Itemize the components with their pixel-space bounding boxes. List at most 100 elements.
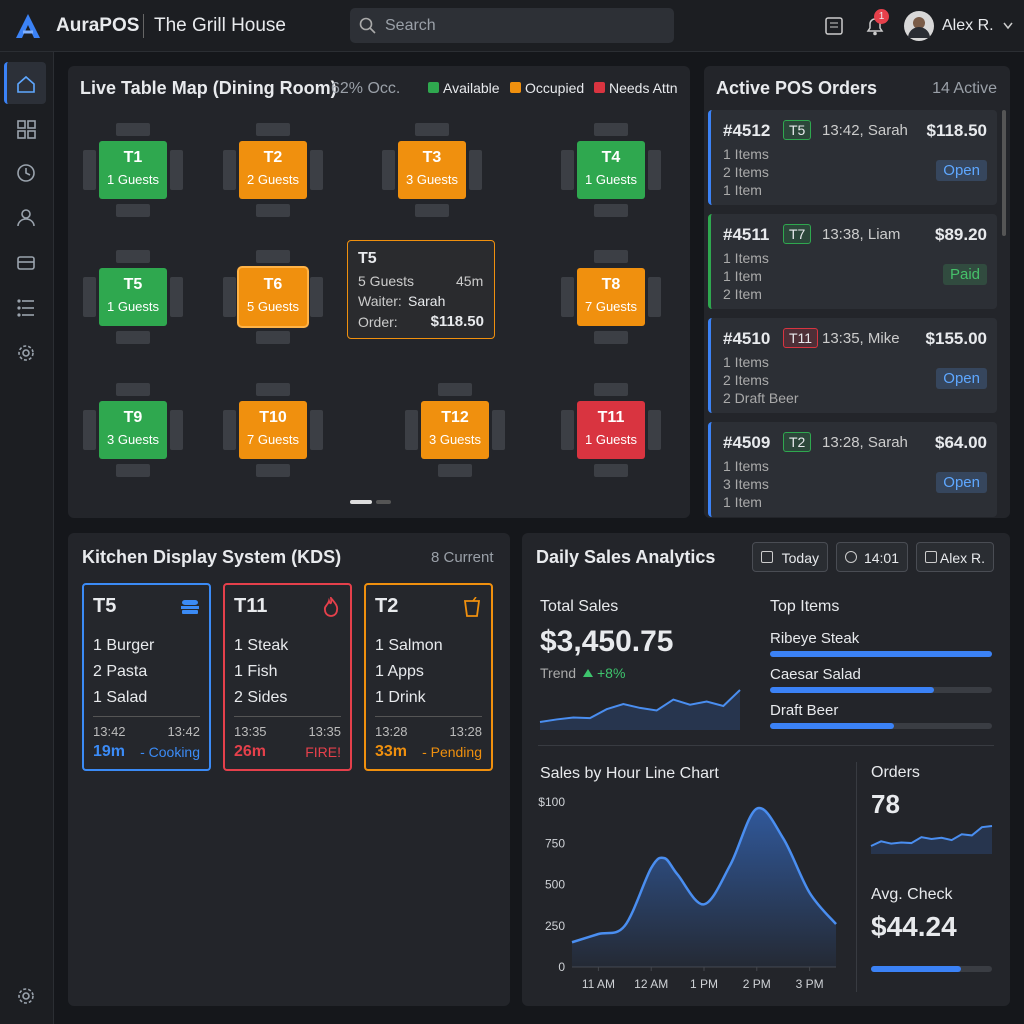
page-dot[interactable]	[376, 500, 391, 504]
avatar[interactable]	[904, 11, 934, 41]
order-total: $118.50	[926, 121, 987, 140]
ticket-divider	[375, 716, 482, 717]
filter-button[interactable]: Today	[752, 542, 828, 572]
kds-ticket[interactable]: T5 1 Burger 2 Pasta 1 Salad 13:42 13:42 19m - C…	[82, 583, 211, 771]
filter-icon	[845, 551, 857, 563]
y-tick-label: 250	[545, 919, 565, 933]
table[interactable]: T9 3 Guests	[99, 401, 167, 459]
kds-ticket[interactable]: T11 1 Steak 1 Fish 2 Sides 13:35 13:35 26m FIRE…	[223, 583, 352, 771]
order-card[interactable]: #4509 T2 13:28, Sarah $64.00 1 Items 3 Items 1…	[708, 422, 997, 517]
order-id: #4510	[723, 329, 771, 348]
order-card[interactable]: #4511 T7 13:38, Liam $89.20 1 Items 1 Item 2 I…	[708, 214, 997, 309]
panel-title: Kitchen Display System (KDS)	[82, 547, 342, 567]
table[interactable]: T11 1 Guests	[577, 401, 645, 459]
ticket-state: - Cooking	[140, 744, 200, 760]
ticket-end: 13:42	[167, 724, 200, 739]
order-time: 13:38, Liam	[822, 226, 901, 243]
table-guests: 7 Guests	[246, 432, 300, 447]
order-line: 2 Draft Beer	[723, 390, 799, 406]
table[interactable]: T12 3 Guests	[421, 401, 489, 459]
table-guests: 1 Guests	[106, 299, 160, 314]
tooltip: T5 5 Guests 45m Waiter: Sarah Order: $118.50	[347, 240, 495, 339]
top-item-name: Caesar Salad	[770, 666, 861, 683]
order-time: 13:28, Sarah	[822, 434, 908, 451]
order-line: 1 Items	[723, 354, 769, 370]
filter-label: Today	[781, 550, 819, 566]
order-line: 2 Items	[723, 164, 769, 180]
chart-title: Sales by Hour Line Chart	[540, 765, 719, 782]
x-tick-label: 12 AM	[634, 977, 668, 991]
filter-button[interactable]: Alex R.	[916, 542, 994, 572]
top-items-label: Top Items	[770, 598, 840, 615]
ticket-elapsed: 19m	[93, 743, 126, 760]
order-total: $64.00	[935, 433, 987, 452]
table-name: T10	[259, 409, 287, 426]
total-value: $3,450.75	[540, 625, 674, 658]
legend-swatch	[594, 82, 605, 93]
search-box[interactable]	[350, 8, 674, 43]
filter-icon	[925, 551, 937, 563]
filter-icon	[761, 551, 773, 563]
ticket-icon	[181, 600, 199, 614]
table-badge: T5	[783, 120, 812, 140]
order-total: $89.20	[935, 225, 987, 244]
trend-label: Trend	[540, 665, 577, 681]
table[interactable]: T8 7 Guests	[577, 268, 645, 326]
order-status[interactable]: Paid	[942, 264, 987, 285]
table-guests: 1 Guests	[106, 172, 160, 187]
order-line: 2 Items	[723, 372, 769, 388]
tooltip-order-label: Order:	[358, 314, 398, 330]
ticket-end: 13:35	[308, 724, 341, 739]
table-guests: 1 Guests	[584, 432, 638, 447]
order-line: 2 Item	[723, 286, 762, 302]
order-status[interactable]: Open	[936, 368, 987, 389]
table[interactable]: T1 1 Guests	[99, 141, 167, 199]
table[interactable]: T2 2 Guests	[239, 141, 307, 199]
notes-icon[interactable]	[824, 16, 844, 36]
table[interactable]: T10 7 Guests	[239, 401, 307, 459]
avg-label: Avg. Check	[871, 886, 953, 903]
top-item-name: Draft Beer	[770, 702, 839, 719]
orders-count: 14 Active	[932, 80, 997, 97]
avg-value: $44.24	[871, 911, 957, 942]
order-line: 1 Item	[723, 182, 762, 198]
filter-button[interactable]: 14:01	[836, 542, 908, 572]
table[interactable]: T3 3 Guests	[398, 141, 466, 199]
page-dot[interactable]	[350, 500, 372, 504]
table-name: T2	[263, 149, 283, 166]
order-id: #4512	[723, 121, 771, 140]
order-id: #4509	[723, 433, 771, 452]
user-name: Alex R.	[942, 17, 994, 34]
total-label: Total Sales	[540, 598, 619, 615]
top-item-bar	[770, 687, 935, 693]
order-card[interactable]: #4512 T5 13:42, Sarah $118.50 1 Items 2 Items…	[708, 110, 997, 205]
avg-bar	[871, 966, 961, 972]
line-area	[572, 807, 836, 967]
legend-label: Needs Attn	[609, 80, 678, 96]
order-card[interactable]: #4510 T11 13:35, Mike $155.00 1 Items 2 Items…	[708, 318, 997, 413]
kds-ticket[interactable]: T2 1 Salmon 1 Apps 1 Drink 13:28 13:28 33m - Pe…	[364, 583, 493, 771]
tooltip-table: T5	[358, 250, 377, 267]
filter-label: Alex R.	[939, 550, 985, 566]
table-badge: T7	[783, 224, 812, 244]
x-tick-label: 1 PM	[690, 977, 718, 991]
separator	[143, 14, 144, 38]
kds-count: 8 Current	[431, 549, 494, 566]
table[interactable]: T6 5 Guests	[239, 268, 307, 326]
x-tick-label: 3 PM	[796, 977, 824, 991]
ticket-item: 1 Drink	[375, 689, 426, 706]
orders-label: Orders	[871, 764, 920, 781]
nav-active[interactable]	[4, 62, 46, 104]
table-name: T6	[263, 276, 283, 293]
table-guests: 5 Guests	[246, 299, 300, 314]
table-name: T12	[441, 409, 469, 426]
y-tick-label: 750	[545, 836, 565, 850]
ticket-item: 2 Sides	[234, 689, 288, 706]
caret	[1003, 22, 1013, 30]
top-item-name: Ribeye Steak	[770, 630, 860, 647]
order-status[interactable]: Open	[936, 472, 987, 493]
order-status[interactable]: Open	[936, 160, 987, 181]
table[interactable]: T5 1 Guests	[99, 268, 167, 326]
table[interactable]: T4 1 Guests	[577, 141, 645, 199]
ticket-elapsed: 26m	[234, 743, 267, 760]
